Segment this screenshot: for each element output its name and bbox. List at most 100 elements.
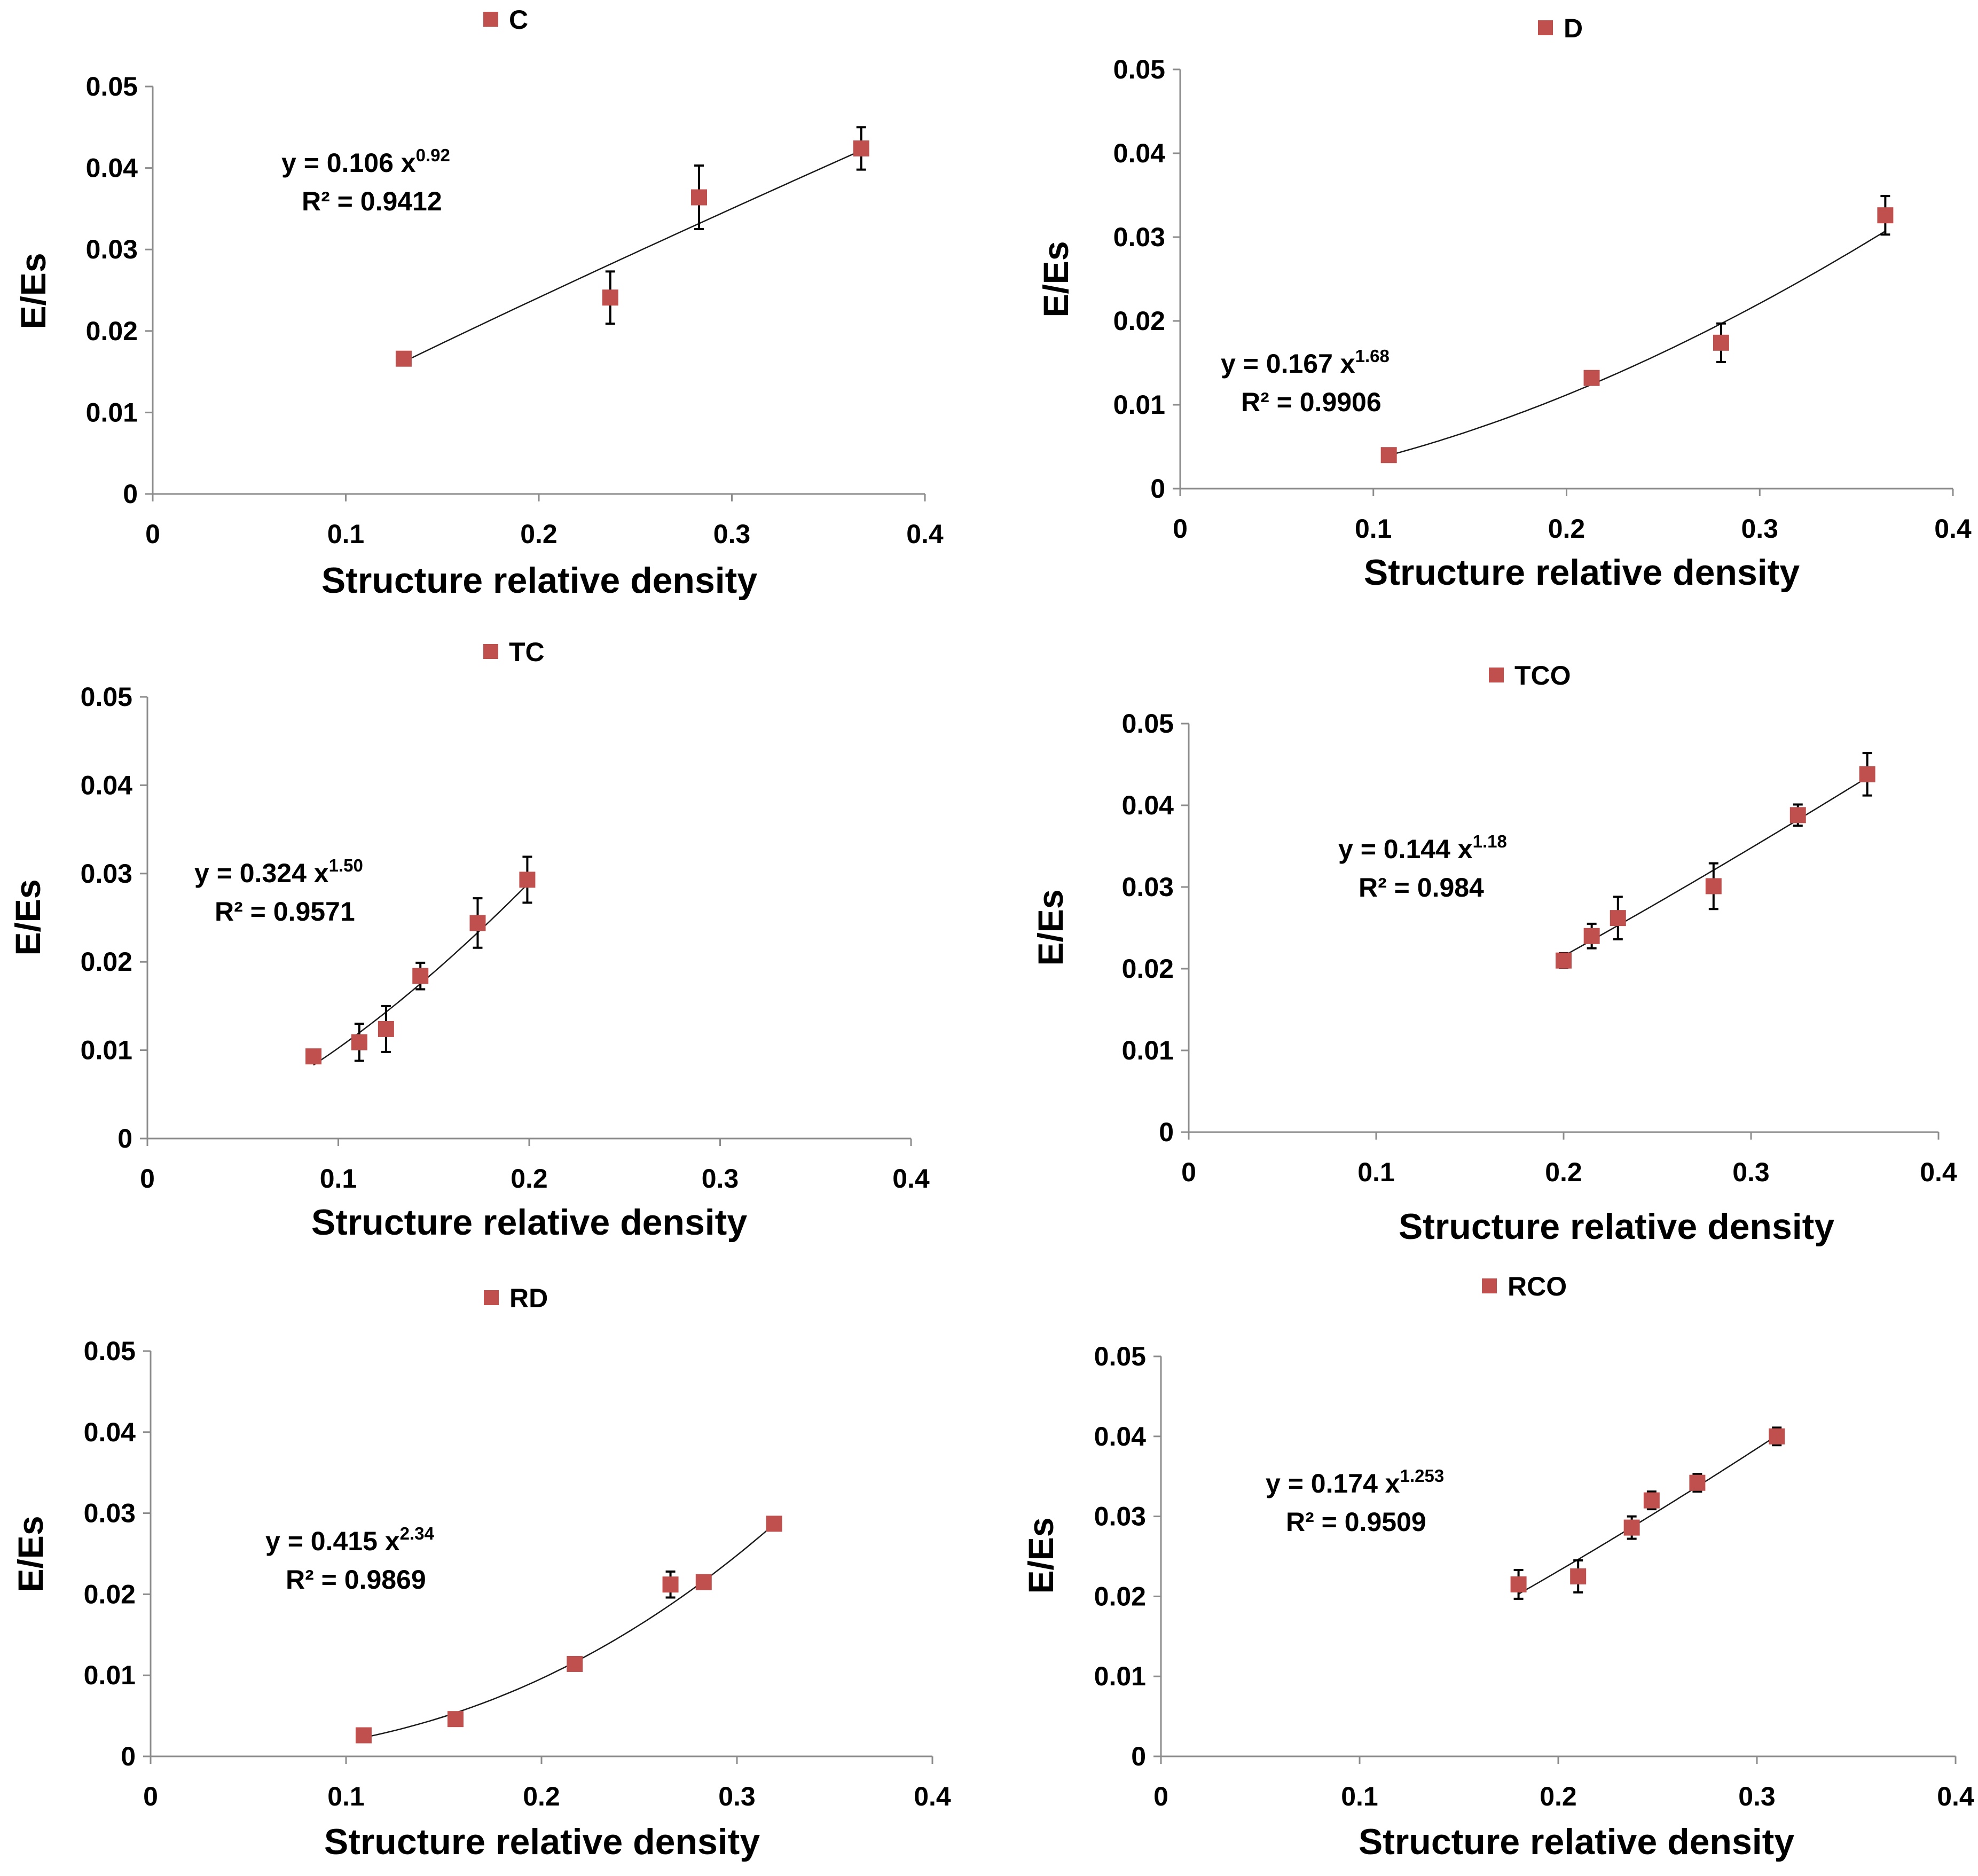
y-tick-label: 0.03 bbox=[1094, 1502, 1146, 1532]
trend-equation-base: y = 0.144 x bbox=[1338, 834, 1473, 864]
data-point bbox=[567, 1655, 583, 1672]
x-tick-label: 0 bbox=[140, 1164, 155, 1194]
y-tick-label: 0.01 bbox=[84, 1660, 136, 1690]
trend-equation: y = 0.167 x1.68 bbox=[1221, 346, 1390, 379]
y-tick-label: 0.04 bbox=[1094, 1422, 1147, 1451]
legend-label: RD bbox=[509, 1283, 548, 1313]
legend-marker bbox=[1489, 668, 1504, 682]
data-point bbox=[602, 289, 618, 306]
y-tick-label: 0.03 bbox=[84, 1498, 136, 1528]
data-point bbox=[447, 1711, 464, 1728]
data-point bbox=[1789, 807, 1806, 823]
data-point bbox=[1583, 370, 1600, 386]
y-tick-label: 0.04 bbox=[84, 1417, 136, 1447]
legend-marker bbox=[483, 12, 498, 27]
y-tick-label: 0 bbox=[123, 479, 138, 509]
x-axis-title: Structure relative density bbox=[1364, 552, 1800, 593]
y-tick-label: 0 bbox=[1159, 1117, 1174, 1147]
data-point bbox=[1570, 1568, 1587, 1584]
data-point bbox=[351, 1034, 367, 1050]
data-point bbox=[412, 968, 429, 984]
y-tick-label: 0.01 bbox=[81, 1035, 132, 1065]
data-point bbox=[469, 915, 486, 931]
x-axis-title: Structure relative density bbox=[1399, 1206, 1834, 1247]
x-tick-label: 0.1 bbox=[1355, 514, 1392, 544]
r-squared-label: R² = 0.984 bbox=[1359, 873, 1484, 902]
trend-equation-base: y = 0.415 x bbox=[265, 1526, 400, 1556]
y-tick-label: 0.04 bbox=[86, 153, 138, 183]
x-tick-label: 0.4 bbox=[914, 1781, 951, 1811]
r-squared-label: R² = 0.9412 bbox=[302, 186, 442, 216]
data-point bbox=[1713, 334, 1729, 351]
data-point bbox=[1689, 1474, 1706, 1491]
y-tick-label: 0.02 bbox=[84, 1579, 136, 1609]
x-tick-label: 0.4 bbox=[1937, 1781, 1974, 1811]
y-tick-label: 0.01 bbox=[1122, 1035, 1174, 1065]
trend-equation-exponent: 0.92 bbox=[416, 145, 450, 165]
y-tick-label: 0.05 bbox=[1113, 54, 1165, 84]
data-point bbox=[695, 1574, 712, 1590]
legend-marker bbox=[484, 1290, 499, 1305]
x-tick-label: 0.2 bbox=[523, 1781, 560, 1811]
y-tick-label: 0.04 bbox=[1122, 790, 1174, 820]
y-tick-label: 0.01 bbox=[1094, 1661, 1146, 1691]
trendline bbox=[1563, 776, 1868, 957]
y-axis-title: E/Es bbox=[11, 1516, 50, 1592]
legend-label: TC bbox=[509, 637, 545, 667]
x-tick-label: 0 bbox=[145, 519, 160, 549]
chart-panel-tco: 0 0.01 0.02 0.03 0.04 0.05 0 0.1 0.2 0.3 0.4 Struct… bbox=[1031, 661, 1957, 1247]
y-tick-label: 0.02 bbox=[86, 316, 138, 346]
x-tick-label: 0.1 bbox=[1357, 1157, 1395, 1187]
y-tick-label: 0.05 bbox=[86, 72, 138, 101]
data-point bbox=[1510, 1576, 1527, 1592]
x-tick-label: 0.1 bbox=[327, 1781, 365, 1811]
y-tick-label: 0.04 bbox=[81, 770, 133, 800]
chart-panel-rco: 0 0.01 0.02 0.03 0.04 0.05 0 0.1 0.2 0.3 0.4 Struct… bbox=[1021, 1271, 1974, 1862]
x-tick-label: 0.4 bbox=[892, 1164, 930, 1194]
x-axis-title: Structure relative density bbox=[1359, 1822, 1794, 1862]
y-tick-label: 0 bbox=[121, 1741, 136, 1771]
data-point bbox=[1705, 878, 1722, 894]
y-tick-label: 0 bbox=[1131, 1741, 1146, 1771]
trendline bbox=[1518, 1435, 1777, 1595]
trend-equation: y = 0.324 x1.50 bbox=[194, 855, 363, 888]
y-tick-label: 0 bbox=[1150, 474, 1165, 504]
data-point bbox=[1583, 928, 1600, 944]
legend-label: C bbox=[509, 5, 528, 35]
y-tick-label: 0.02 bbox=[1094, 1581, 1146, 1611]
legend-marker bbox=[1538, 20, 1553, 35]
y-tick-label: 0.03 bbox=[1113, 222, 1165, 252]
x-axis-title: Structure relative density bbox=[321, 560, 757, 601]
trend-equation-exponent: 1.18 bbox=[1473, 831, 1507, 851]
x-tick-label: 0.1 bbox=[320, 1164, 357, 1194]
x-axis-title: Structure relative density bbox=[324, 1822, 760, 1862]
data-point bbox=[1859, 766, 1875, 782]
data-point bbox=[853, 140, 869, 156]
y-tick-label: 0.03 bbox=[81, 859, 132, 889]
data-point bbox=[378, 1021, 394, 1037]
trend-equation-base: y = 0.167 x bbox=[1221, 349, 1355, 379]
trend-equation: y = 0.106 x0.92 bbox=[281, 145, 450, 178]
y-tick-label: 0.03 bbox=[1122, 872, 1174, 902]
trend-equation-base: y = 0.324 x bbox=[194, 858, 329, 888]
data-point bbox=[1556, 952, 1572, 969]
data-point bbox=[691, 189, 708, 206]
y-axis-title: E/Es bbox=[1036, 241, 1076, 317]
data-point bbox=[1877, 207, 1894, 224]
chart-panel-rd: 0 0.01 0.02 0.03 0.04 0.05 0 0.1 0.2 0.3 0.4 Struct… bbox=[11, 1283, 951, 1862]
chart-panel-d: 0 0.01 0.02 0.03 0.04 0.05 0 0.1 0.2 0.3 0.4 Struct… bbox=[1036, 13, 1972, 593]
y-axis-title: E/Es bbox=[13, 253, 53, 329]
trend-equation: y = 0.415 x2.34 bbox=[265, 1524, 434, 1556]
legend-marker bbox=[483, 644, 498, 659]
chart-panel-c: 0 0.01 0.02 0.03 0.04 0.05 0 0.1 0.2 0.3 0.4 Struct… bbox=[13, 5, 944, 601]
x-tick-label: 0.4 bbox=[906, 519, 944, 549]
x-tick-label: 0.3 bbox=[1741, 514, 1778, 544]
x-tick-label: 0 bbox=[1173, 514, 1188, 544]
x-tick-label: 0.4 bbox=[1934, 514, 1972, 544]
y-tick-label: 0.01 bbox=[86, 397, 138, 427]
r-squared-label: R² = 0.9906 bbox=[1241, 387, 1382, 417]
trend-equation-exponent: 2.34 bbox=[400, 1524, 435, 1543]
x-tick-label: 0.3 bbox=[1732, 1157, 1770, 1187]
trend-equation: y = 0.144 x1.18 bbox=[1338, 831, 1507, 864]
